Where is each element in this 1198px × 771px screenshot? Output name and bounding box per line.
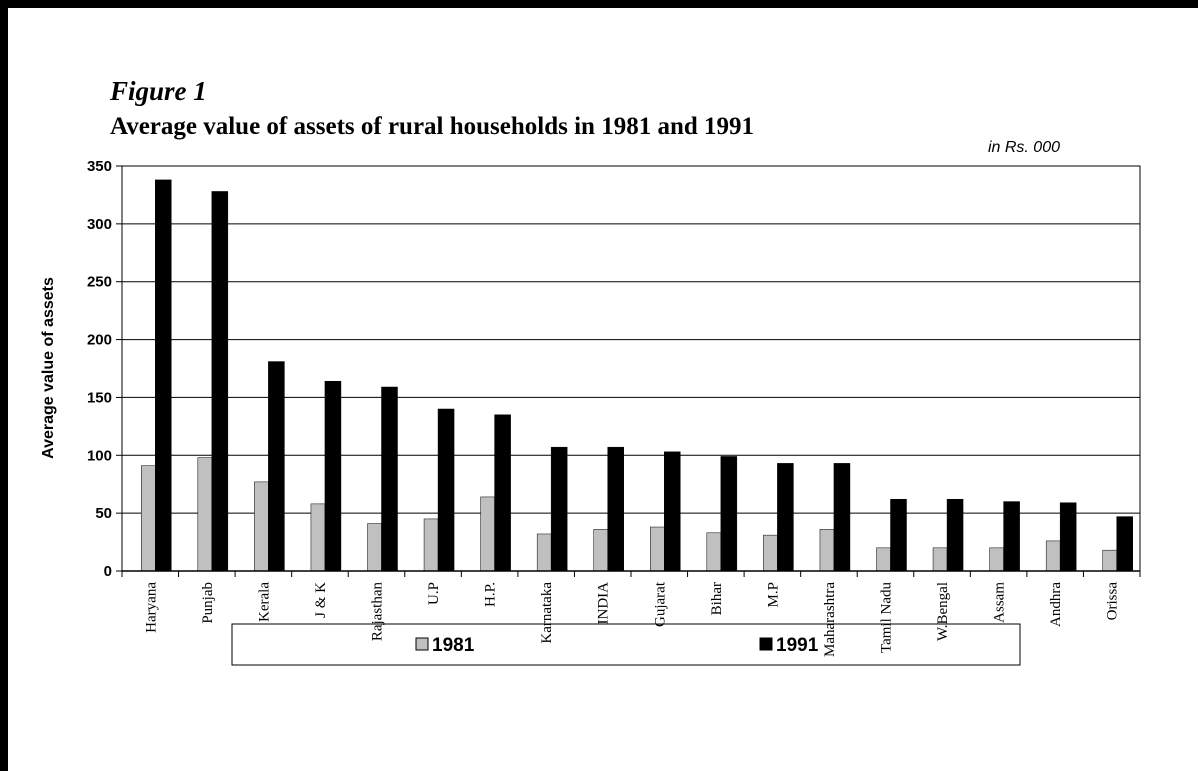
bar (946, 499, 964, 572)
bar (310, 503, 326, 572)
y-tick-label: 0 (104, 563, 112, 580)
bar (141, 465, 156, 572)
bar (423, 518, 439, 572)
y-tick-label: 250 (87, 274, 112, 291)
x-tick-label: Maharashtra (822, 582, 838, 657)
y-tick-label: 50 (95, 505, 112, 522)
x-tick-label: Gujarat (652, 581, 668, 627)
bar (324, 380, 342, 572)
bar (211, 191, 229, 572)
bar (536, 533, 552, 572)
bar (155, 179, 172, 572)
bar (254, 481, 269, 572)
bar (833, 463, 851, 572)
x-tick-label: Haryana (143, 582, 159, 633)
bar (664, 451, 681, 572)
bar (268, 361, 285, 572)
bar (890, 499, 907, 572)
bar (550, 446, 568, 572)
y-tick-label: 150 (87, 389, 112, 406)
bar (989, 547, 1004, 572)
bar (381, 386, 398, 572)
x-tick-label: Kerala (256, 582, 272, 622)
chart-title: Average value of assets of rural househo… (110, 113, 754, 140)
x-tick-label: Punjab (200, 582, 216, 624)
bar (932, 547, 948, 572)
bar (1116, 516, 1133, 572)
x-tick-label: Bihar (709, 582, 725, 615)
chart-subtitle: Figure 1 (109, 76, 207, 106)
legend-box (231, 623, 1021, 666)
legend-swatch (415, 637, 429, 651)
x-tick-label: U.P (426, 582, 442, 605)
x-tick-label: Andhra (1048, 582, 1064, 627)
bar (1003, 501, 1020, 572)
bar (593, 529, 608, 572)
bar (1102, 549, 1117, 572)
bar (819, 529, 835, 572)
bar (1045, 540, 1061, 572)
x-tick-label: Tamil Nadu (879, 582, 895, 654)
y-tick-label: 300 (87, 216, 112, 233)
x-tick-label: H.P. (483, 582, 499, 607)
legend-label: 1981 (432, 635, 475, 656)
bar (720, 456, 738, 572)
y-axis-label: Average value of assets (40, 277, 57, 459)
x-tick-label: Karnataka (539, 582, 555, 644)
bar (876, 547, 891, 572)
y-tick-label: 350 (87, 158, 112, 175)
y-tick-label: 200 (87, 332, 112, 349)
y-tick-label: 100 (87, 447, 112, 464)
x-tick-label: W.Bengal (935, 582, 951, 641)
bar (367, 523, 382, 572)
bar (1059, 502, 1077, 572)
bar (480, 496, 495, 572)
x-tick-label: INDIA (596, 582, 612, 625)
bar (437, 408, 455, 572)
bar (763, 534, 778, 572)
x-tick-label: Rajasthan (370, 582, 386, 642)
bar (650, 526, 665, 572)
legend-swatch (759, 637, 773, 651)
frame-top (0, 0, 1198, 8)
bar (197, 457, 213, 572)
bar (494, 414, 511, 572)
bar (607, 446, 624, 572)
x-tick-label: Orissa (1105, 582, 1121, 621)
bar (706, 532, 722, 572)
frame-left (0, 0, 8, 771)
unit-note: in Rs. 000 (988, 139, 1060, 156)
bar (777, 463, 794, 572)
x-tick-label: J & K (313, 582, 329, 618)
legend-label: 1991 (776, 635, 819, 656)
plot-area (121, 165, 1141, 572)
x-tick-label: M.P (765, 582, 781, 607)
x-tick-label: Assam (992, 582, 1008, 623)
